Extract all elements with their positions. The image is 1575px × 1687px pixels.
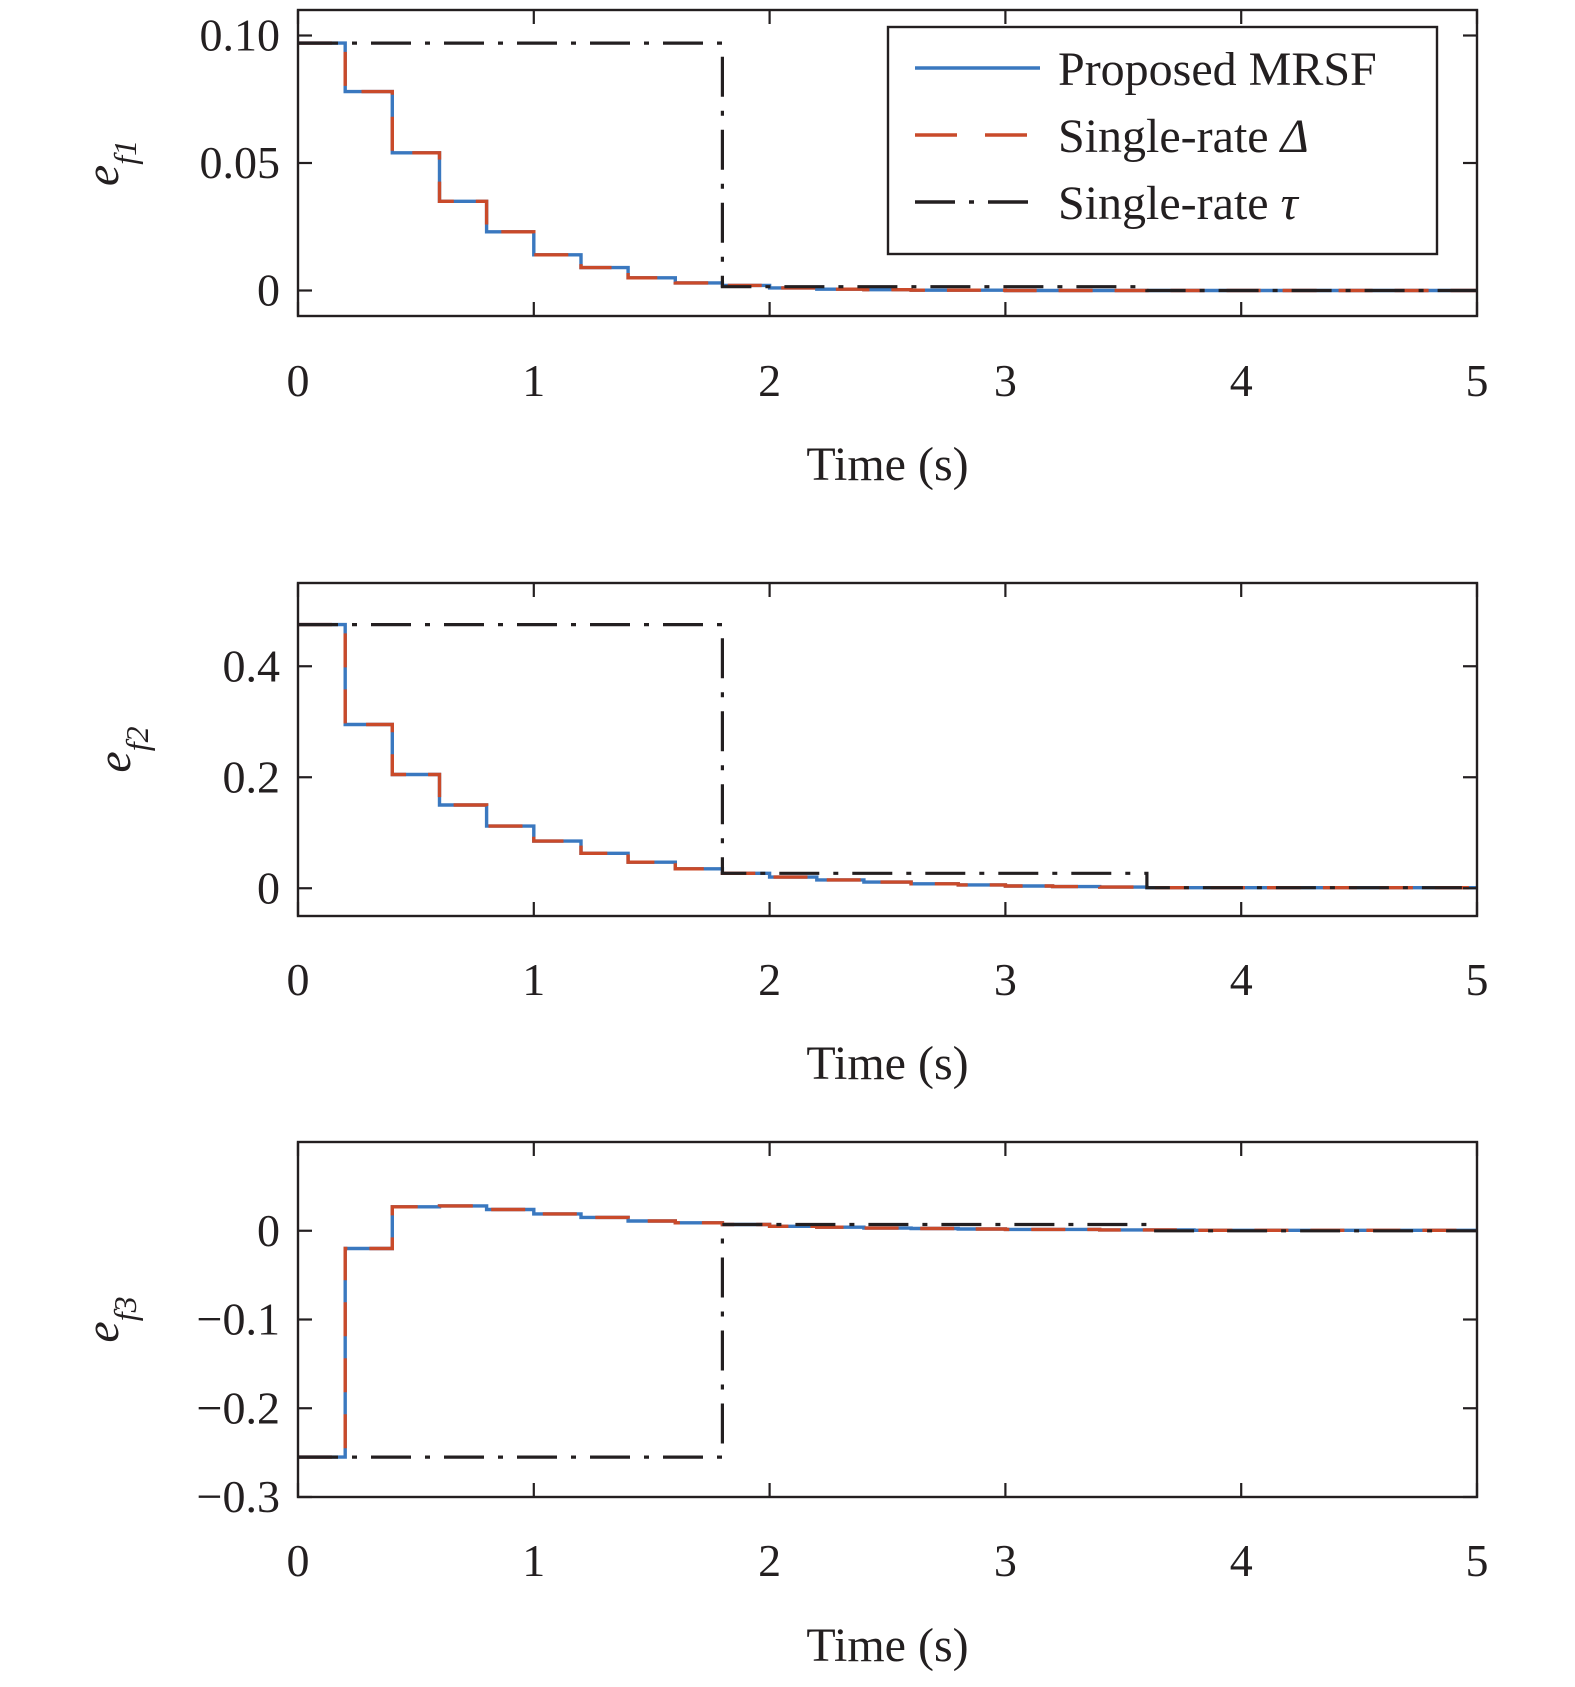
y-tick-label: 0.4 [223,640,281,691]
x-tick-label: 1 [522,1535,545,1586]
legend-label-text: Proposed MRSF [1058,43,1377,96]
chart-panel-1: 0 1 2 3 4 5 0 0.05 0.10 Time (s) ef1 Proposed MRSF S… [76,8,1489,491]
legend-label-1: Proposed MRSF [1058,43,1377,96]
y-tick-label: 0.2 [223,751,281,802]
y-tick-label: 0 [257,1205,280,1256]
y-axis-title-sub: f1 [107,140,143,165]
y-axis-title: ef3 [76,1296,143,1342]
series-line-2 [298,622,1477,890]
y-axis-title-sub: f2 [119,726,155,751]
legend-label-symbol: Δ [1279,110,1309,163]
y-axis-title-main: e [76,1321,129,1342]
series-group [298,41,1477,293]
x-tick-label: 4 [1230,1535,1253,1586]
x-tick-label: 2 [758,954,781,1005]
y-tick-label: −0.1 [197,1294,280,1345]
series-line-2 [298,41,1477,293]
x-tick-label: 1 [522,355,545,406]
x-tick-label: 2 [758,355,781,406]
legend-box [886,25,1439,256]
y-axis-title-main: e [76,165,129,186]
x-tick-label: 5 [1466,355,1489,406]
series-line-3 [298,623,1477,890]
y-axis-title: ef2 [88,726,155,772]
legend-label-3: Single-rate τ [1058,177,1300,230]
x-axis-title: Time (s) [806,1037,968,1090]
legend-label-text: Single-rate [1058,177,1281,230]
y-tick-label: 0.10 [200,10,281,61]
x-tick-label: 3 [994,1535,1017,1586]
series-line-3 [298,41,1477,293]
x-axis-title: Time (s) [806,1619,968,1672]
y-axis-title-main: e [88,751,141,772]
y-tick-label: 0.05 [200,137,281,188]
x-tick-label: 5 [1466,954,1489,1005]
x-tick-label: 5 [1466,1535,1489,1586]
legend-label-text: Single-rate [1058,110,1281,163]
x-tick-label: 1 [522,954,545,1005]
y-tick-label: 0 [257,265,280,316]
y-tick-label: −0.2 [197,1382,280,1433]
legend-label-symbol: τ [1281,177,1300,230]
legend-label-2: Single-rate Δ [1058,110,1309,163]
x-tick-label: 4 [1230,355,1253,406]
y-tick-label: −0.3 [197,1471,280,1522]
y-tick-label: 0 [257,862,280,913]
x-tick-label: 0 [287,355,310,406]
x-tick-label: 4 [1230,954,1253,1005]
x-axis-title: Time (s) [806,438,968,491]
axes-box [296,581,1479,918]
x-tick-label: 3 [994,355,1017,406]
series-group [298,622,1477,890]
y-axis-title: ef1 [76,140,143,186]
x-tick-label: 0 [287,954,310,1005]
x-tick-label: 0 [287,1535,310,1586]
series-group [298,1204,1477,1459]
chart-panel-3: 0 1 2 3 4 5 −0.3 −0.2 −0.1 0 Time (s) ef3 [76,1140,1489,1672]
x-tick-label: 2 [758,1535,781,1586]
y-axis-title-sub: f3 [107,1296,143,1321]
x-tick-label: 3 [994,954,1017,1005]
chart-panel-2: 0 1 2 3 4 5 0 0.2 0.4 Time (s) ef2 [88,581,1489,1090]
